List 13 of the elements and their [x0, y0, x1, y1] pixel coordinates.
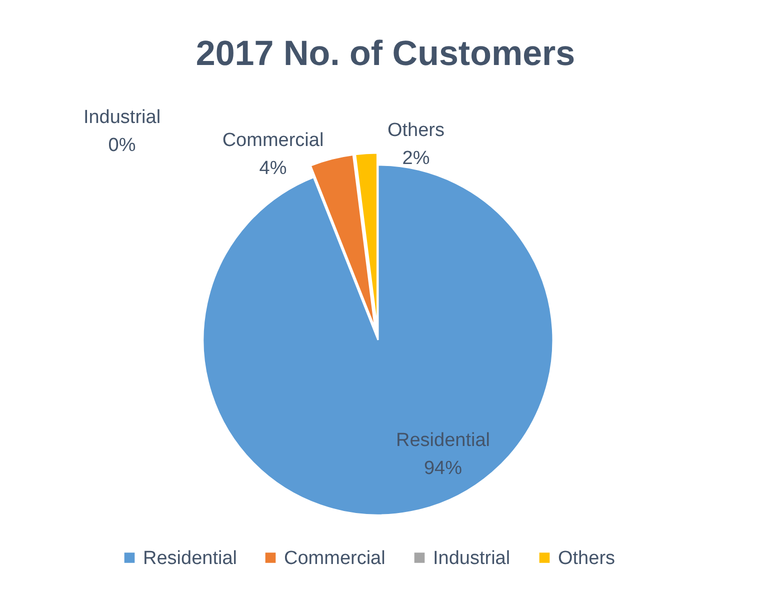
- legend-label: Industrial: [433, 548, 510, 569]
- category-label: Industrial: [83, 107, 161, 128]
- data-label: 2%: [402, 148, 430, 169]
- chart-title: 2017 No. of Customers: [196, 34, 576, 73]
- slice-label: Others: [387, 120, 445, 141]
- data-label: 4%: [259, 158, 287, 179]
- legend-label: Commercial: [284, 548, 386, 569]
- text: 0%: [108, 135, 136, 156]
- slice-label: Commercial: [222, 130, 324, 151]
- slice-label: Residential: [396, 430, 490, 451]
- data-label: 94%: [424, 458, 462, 479]
- legend-label: Residential: [143, 548, 237, 569]
- legend-label: Others: [558, 548, 616, 569]
